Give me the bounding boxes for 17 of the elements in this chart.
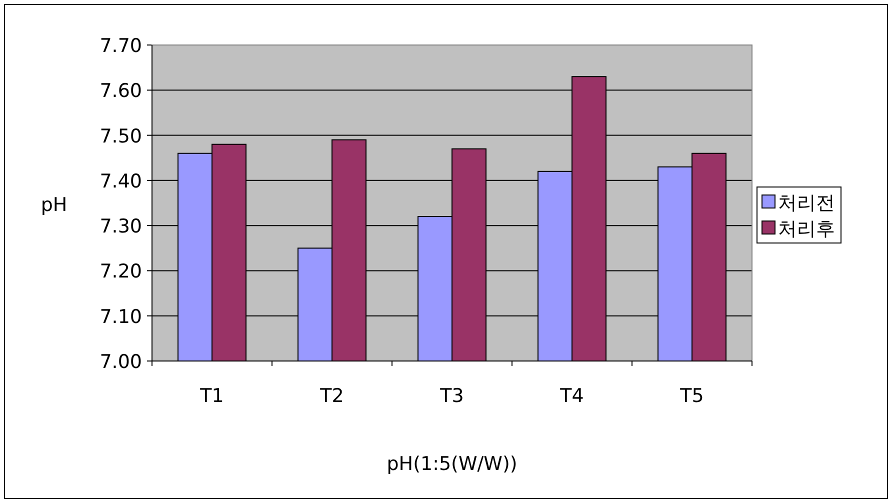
- x-tick-label: T2: [319, 385, 344, 407]
- y-tick-label: 7.50: [100, 125, 142, 148]
- y-tick-label: 7.70: [100, 35, 142, 57]
- x-tick-label: T1: [199, 385, 224, 407]
- y-tick-label: 7.40: [100, 170, 142, 192]
- x-tick-label: T5: [679, 385, 704, 407]
- y-tick-label: 7.00: [100, 351, 142, 373]
- y-tick-label: 7.10: [100, 306, 142, 328]
- y-tick-label: 7.20: [100, 260, 142, 283]
- y-tick-label: 7.30: [100, 216, 142, 238]
- x-tick-label: T4: [559, 385, 584, 407]
- legend-label: 처리후: [778, 218, 835, 240]
- legend-label: 처리전: [778, 192, 835, 214]
- y-axis-title: pH: [40, 194, 68, 216]
- y-tick-label: 7.60: [100, 80, 142, 102]
- x-axis-title: pH(1:5(W/W)): [386, 453, 518, 475]
- x-tick-label: T3: [439, 385, 464, 407]
